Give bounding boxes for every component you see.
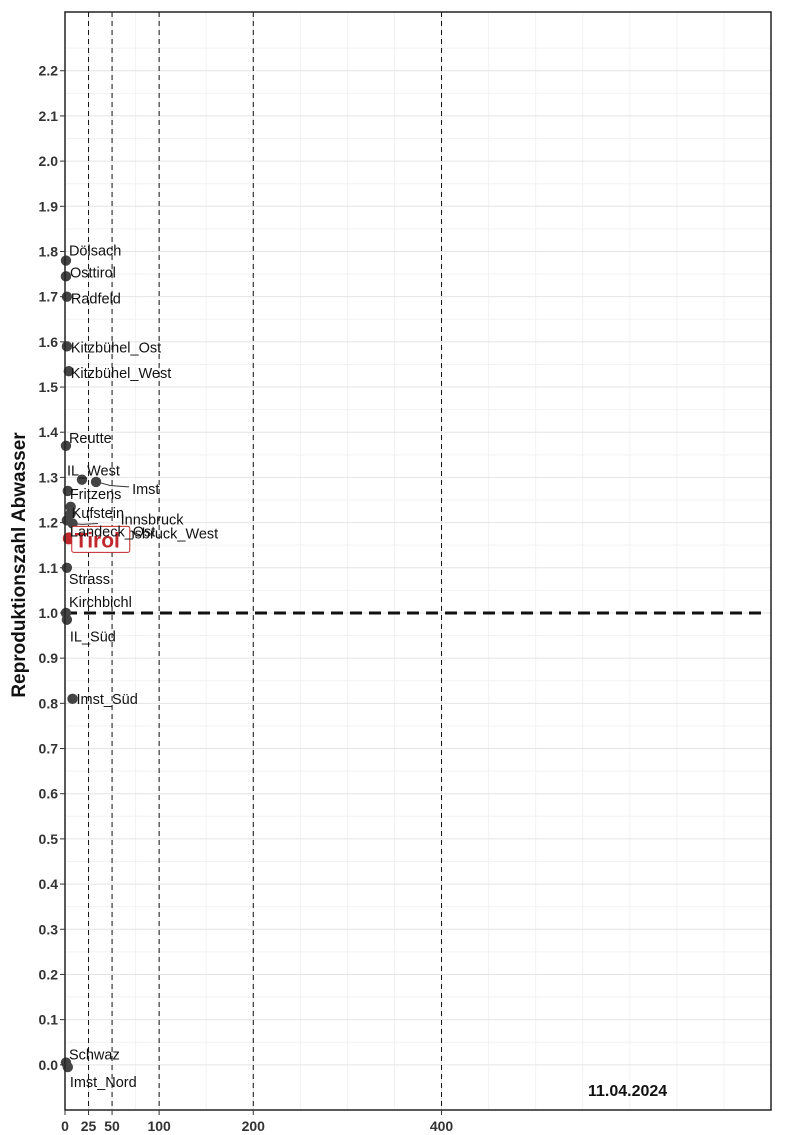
point-label: Imst_Nord: [70, 1075, 137, 1091]
point-label: Imst_Süd: [77, 692, 138, 708]
y-tick-label: 1.6: [39, 334, 59, 350]
y-tick-label: 1.2: [39, 515, 59, 531]
point-label: Osttirol: [70, 265, 116, 281]
data-point: [90, 476, 102, 488]
y-tick-label: 0.4: [39, 876, 59, 892]
x-tick-label: 100: [147, 1118, 171, 1134]
point-label: Schwaz: [69, 1048, 120, 1064]
x-tick-label: 50: [104, 1118, 120, 1134]
data-point: [61, 614, 73, 625]
y-tick-label: 1.3: [39, 469, 59, 485]
point-label-tirol: Tirol: [75, 529, 120, 552]
point-label: Radfeld: [71, 292, 121, 308]
y-tick-label: 0.3: [39, 921, 59, 937]
point-label: Innsbruck_West: [115, 526, 219, 542]
point-label: Kitzbühel_West: [71, 366, 171, 382]
data-point: [60, 271, 72, 282]
y-tick-label: 2.2: [39, 63, 59, 79]
point-label: Fritzens: [70, 487, 122, 503]
x-tick-label: 200: [242, 1118, 266, 1134]
data-point: [60, 255, 72, 266]
point-label: IL_West: [67, 464, 120, 480]
y-tick-label: 1.4: [39, 424, 59, 440]
point-label: Kitzbühel_Ost: [71, 340, 161, 356]
y-tick-label: 0.8: [39, 695, 59, 711]
point-label: Strass: [69, 572, 110, 588]
x-tick-label: 0: [61, 1118, 69, 1134]
plot-border: [64, 11, 772, 1111]
y-tick-label: 1.7: [39, 289, 59, 305]
plot-background: [65, 12, 771, 1110]
y-tick-label: 1.9: [39, 198, 59, 214]
data-point: [63, 366, 74, 377]
data-point: [67, 693, 78, 705]
point-label: Reutte: [69, 431, 112, 447]
x-tick-label: 25: [81, 1118, 97, 1134]
data-point: [60, 440, 72, 451]
point-label: Kirchbichl: [69, 595, 132, 611]
y-tick-label: 2.1: [39, 108, 59, 124]
date-label: 11.04.2024: [588, 1083, 667, 1100]
data-point: [76, 474, 88, 485]
point-labels: Dölsach Osttirol Radfeld Kitzbühel_Ost Kitzb…: [67, 244, 218, 1092]
y-tick-label: 0.7: [39, 741, 59, 757]
y-tick-label: 1.1: [39, 560, 59, 576]
x-reference-lines: [88, 12, 443, 1110]
y-tick-label: 2.0: [39, 153, 59, 169]
y-tick-label: 0.9: [39, 650, 59, 666]
y-tick-label: 0.2: [39, 966, 59, 982]
point-label: Innsbruck: [121, 513, 185, 529]
y-tick-label: 0.0: [39, 1057, 59, 1073]
point-label: Dölsach: [69, 244, 121, 260]
point-label: Landeck_Ost: [70, 524, 155, 540]
minor-grid: [65, 12, 771, 1110]
y-tick-label: 0.5: [39, 831, 59, 847]
y-axis-ticks: 0.0 0.1 0.2 0.3 0.4 0.5 0.6 0.7 0.8 0.9 1.0 1.1 1.2 1…: [39, 63, 65, 1073]
y-tick-label: 1.8: [39, 243, 59, 259]
y-tick-label: 0.6: [39, 786, 59, 802]
tirol-label-box: [71, 525, 131, 553]
x-tick-label: 400: [430, 1118, 454, 1134]
x-axis-ticks: 0 25 50 100 200 400: [61, 1110, 453, 1134]
y-tick-label: 1.0: [39, 605, 59, 621]
y-tick-label: 1.5: [39, 379, 59, 395]
point-label: Imst: [132, 482, 159, 498]
point-label: IL_Süd: [70, 630, 116, 646]
point-label: Kufstein: [72, 506, 124, 522]
y-tick-label: 0.1: [39, 1012, 59, 1028]
y-axis-label: Reproduktionszahl Abwasser: [9, 432, 30, 698]
label-connector: [96, 481, 130, 488]
